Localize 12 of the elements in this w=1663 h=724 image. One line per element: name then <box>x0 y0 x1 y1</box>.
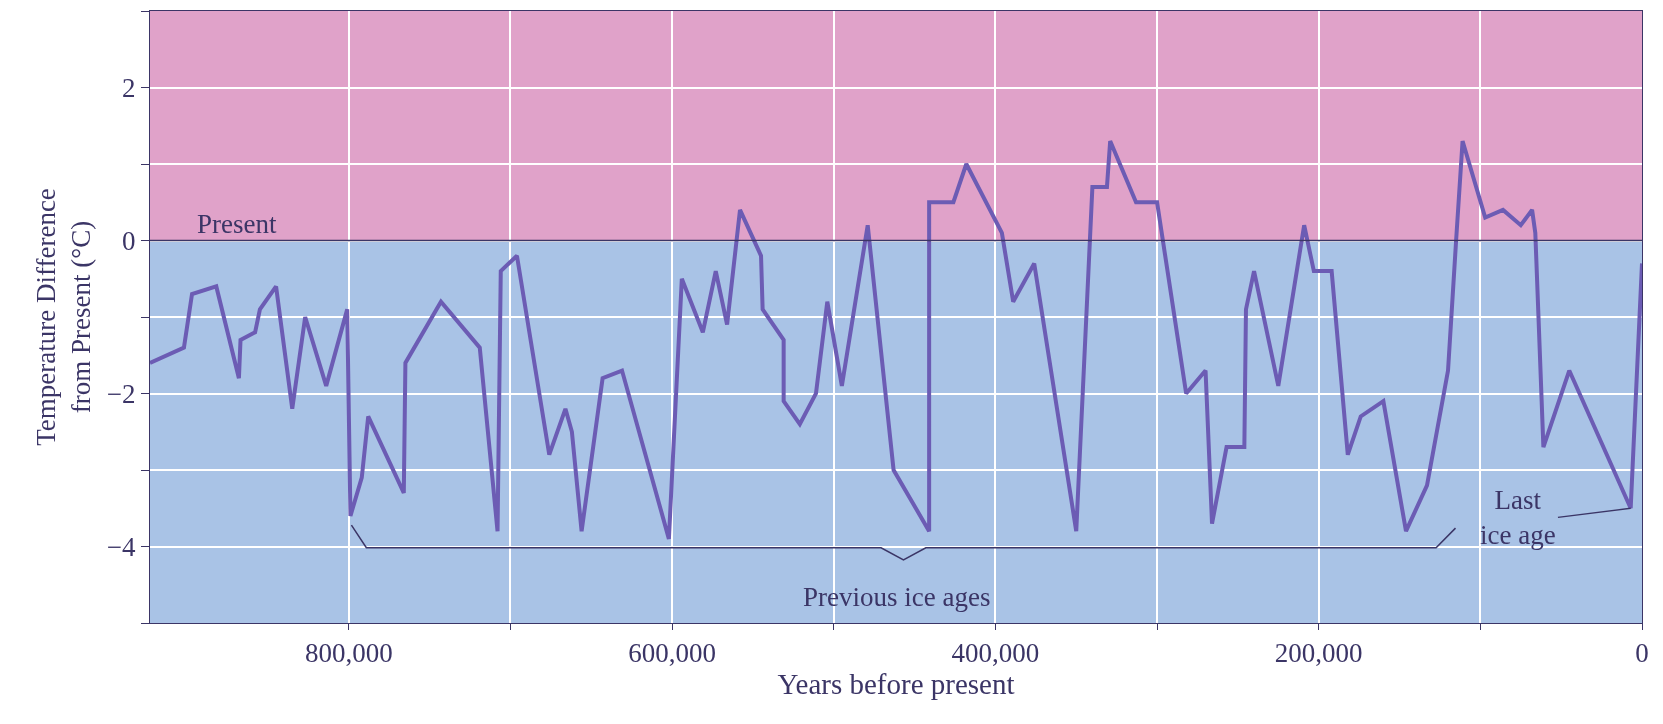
y-tick-label: 0 <box>122 225 136 256</box>
y-tick-label: 2 <box>122 72 136 103</box>
x-axis-title: Years before present <box>777 668 1015 701</box>
y-tick-label: −4 <box>106 531 137 562</box>
x-tick-label: 400,000 <box>951 638 1040 669</box>
y-axis-title: Temperature Difference from Present (°C) <box>30 188 96 446</box>
x-tick-label: 800,000 <box>304 638 393 669</box>
ref-line-label: Present <box>197 209 277 239</box>
x-tick-label: 200,000 <box>1274 638 1363 669</box>
x-tick-label: 600,000 <box>628 638 716 669</box>
y-tick-label: −2 <box>106 378 136 409</box>
x-tick-label: 0 <box>1635 638 1649 669</box>
